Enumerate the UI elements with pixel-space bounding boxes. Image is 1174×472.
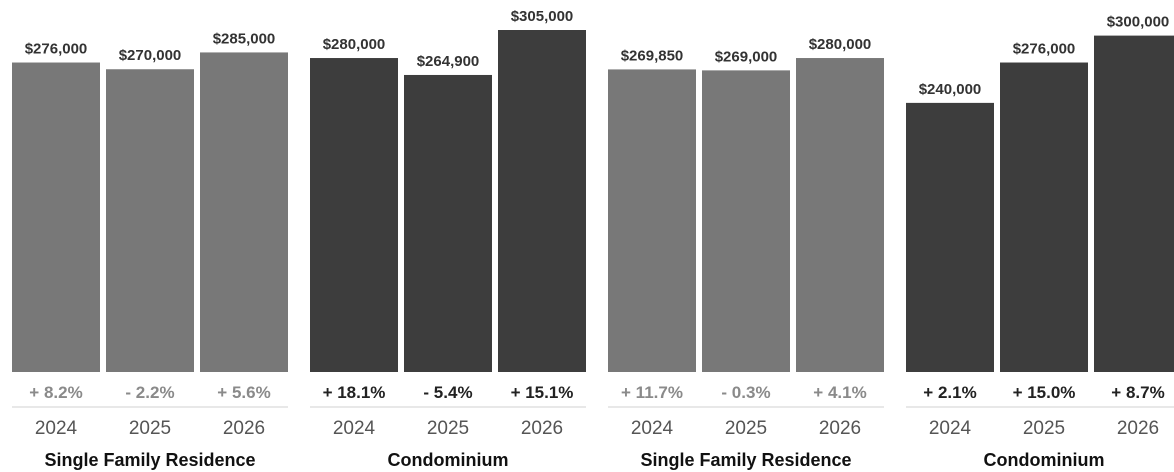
change-label: - 2.2% — [125, 383, 174, 402]
year-tick-label: 2024 — [929, 418, 972, 439]
group-title: Condominium — [984, 450, 1105, 470]
change-label: + 15.1% — [511, 383, 574, 402]
bar-2026 — [200, 52, 288, 372]
group-title: Single Family Residence — [44, 450, 255, 470]
bar-2024 — [310, 58, 398, 373]
change-label: + 5.6% — [217, 383, 270, 402]
bar-group-1: $276,000 + 8.2% 2024 $270,000 - 2.2% 2025 $285… — [12, 30, 288, 470]
year-tick-label: 2024 — [333, 418, 376, 439]
bar-group-3: $269,850 + 11.7% 2024 $269,000 - 0.3% 2025 $28… — [608, 36, 884, 470]
bar-2025 — [106, 69, 194, 372]
change-label: + 11.7% — [621, 383, 683, 402]
bar-2026 — [498, 30, 586, 372]
value-label: $300,000 — [1107, 14, 1170, 31]
year-tick-label: 2026 — [521, 418, 563, 439]
value-label: $270,000 — [119, 47, 182, 64]
value-label: $269,000 — [715, 48, 778, 65]
value-label: $280,000 — [323, 36, 386, 53]
year-tick-label: 2025 — [1023, 418, 1065, 439]
bar-2025 — [404, 74, 492, 372]
group-title: Single Family Residence — [640, 450, 851, 470]
year-tick-label: 2025 — [427, 418, 469, 439]
value-label: $280,000 — [809, 36, 872, 53]
value-label: $240,000 — [919, 81, 982, 98]
bar-group-2: $280,000 + 18.1% 2024 $264,900 - 5.4% 2025 $30… — [310, 8, 586, 470]
change-label: + 8.2% — [29, 383, 82, 402]
bar-2024 — [608, 69, 696, 373]
change-label: + 8.7% — [1111, 383, 1164, 402]
year-tick-label: 2026 — [1117, 418, 1159, 439]
bar-2024 — [906, 102, 994, 372]
year-tick-label: 2024 — [631, 418, 674, 439]
change-label: + 15.0% — [1013, 383, 1076, 402]
bar-2025 — [702, 70, 790, 372]
value-label: $285,000 — [213, 30, 276, 47]
year-tick-label: 2026 — [223, 418, 265, 439]
bar-2024 — [12, 62, 100, 372]
group-title: Condominium — [388, 450, 509, 470]
year-tick-label: 2024 — [35, 418, 78, 439]
year-tick-label: 2025 — [725, 418, 767, 439]
change-label: + 2.1% — [923, 383, 976, 402]
value-label: $305,000 — [511, 8, 574, 25]
bar-2026 — [1094, 35, 1174, 372]
year-tick-label: 2025 — [129, 418, 171, 439]
change-label: - 5.4% — [423, 383, 472, 402]
bar-2026 — [796, 58, 884, 373]
value-label: $276,000 — [25, 41, 88, 58]
bar-group-4: $240,000 + 2.1% 2024 $276,000 + 15.0% 2025 $30… — [906, 14, 1174, 470]
change-label: + 18.1% — [323, 383, 386, 402]
value-label: $269,850 — [621, 47, 684, 64]
change-label: - 0.3% — [721, 383, 770, 402]
year-tick-label: 2026 — [819, 418, 861, 439]
value-label: $264,900 — [417, 53, 480, 70]
value-label: $276,000 — [1013, 41, 1076, 58]
bar-2025 — [1000, 62, 1088, 372]
change-label: + 4.1% — [813, 383, 866, 402]
